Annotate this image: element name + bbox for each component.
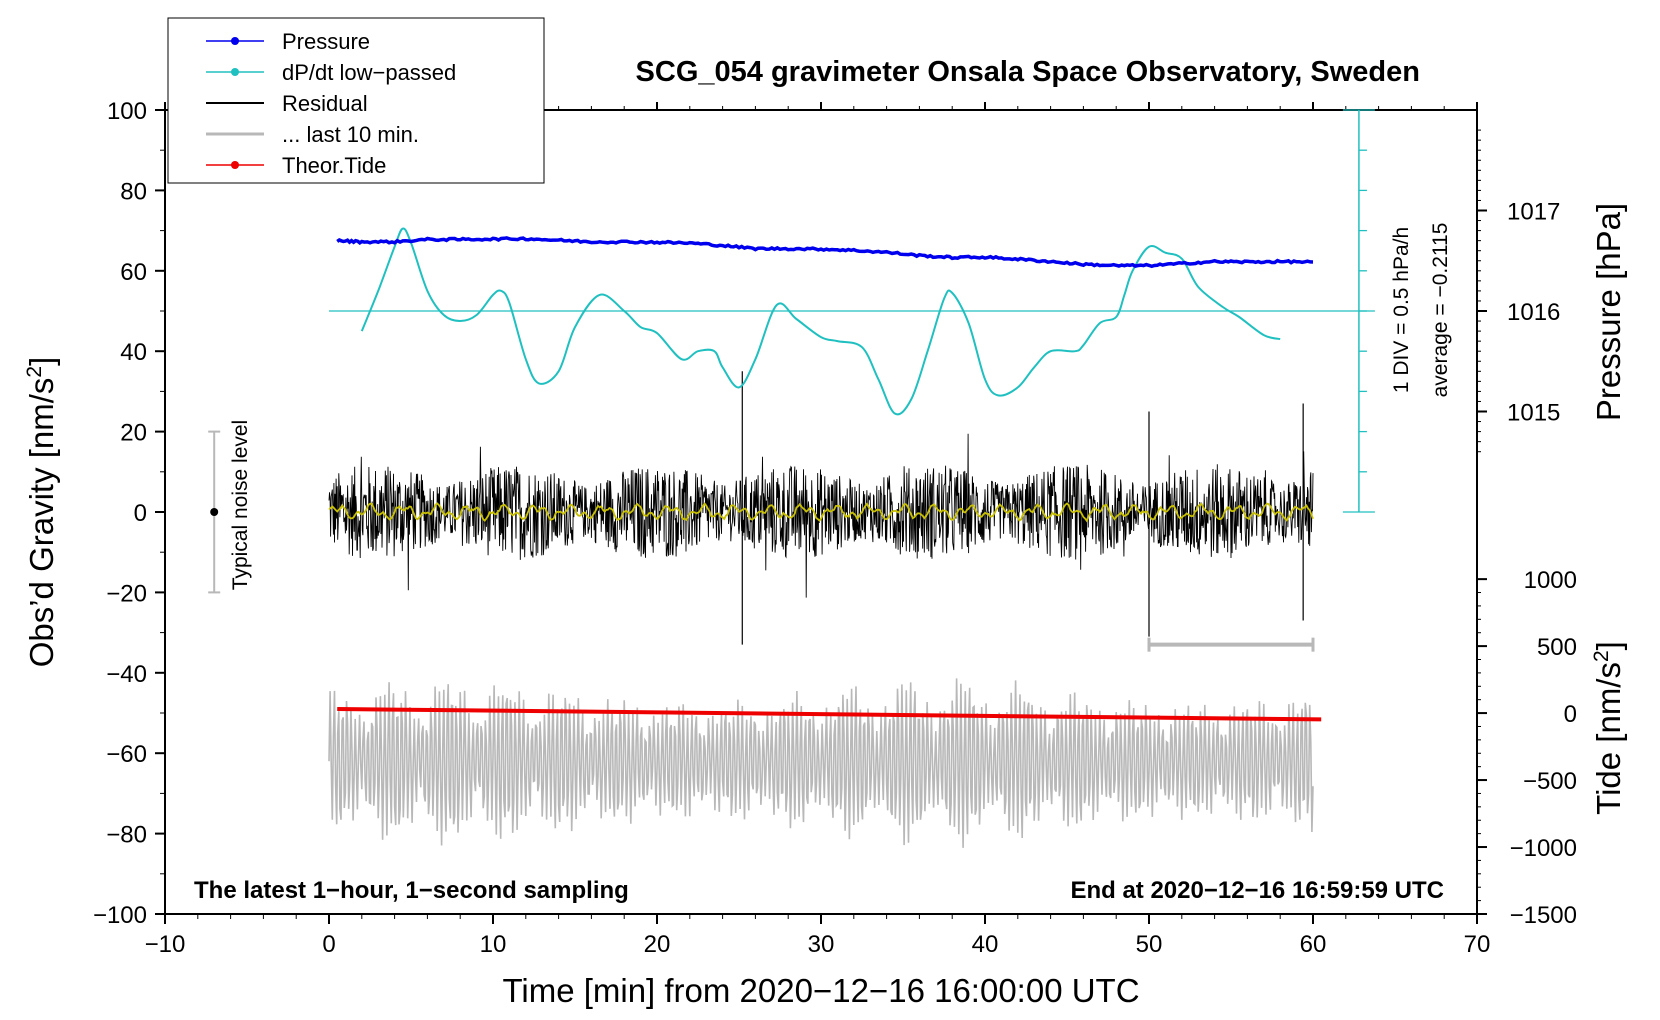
y-axis-label-tide-sup: 2 bbox=[1590, 650, 1613, 662]
dpdt-series bbox=[360, 227, 1281, 416]
noise-bar-center bbox=[210, 508, 219, 516]
pressure-series bbox=[336, 236, 1314, 269]
smoothed-residual-line bbox=[328, 502, 1314, 523]
end-time-note: End at 2020−12−16 16:59:59 UTC bbox=[1070, 877, 1444, 904]
tide-tick-label: 500 bbox=[1537, 634, 1577, 661]
y-tick-label: −80 bbox=[106, 822, 147, 849]
y-axis-pressure: 1015 1016 1017 bbox=[1477, 129, 1560, 453]
legend-marker bbox=[231, 161, 239, 169]
x-axis: −10 0 10 20 30 40 50 60 70 bbox=[145, 102, 1491, 958]
x-tick-label: 30 bbox=[808, 931, 835, 958]
y-tick-label: −40 bbox=[106, 661, 147, 688]
last-10-min-line bbox=[328, 678, 1314, 848]
y-tick-label: 60 bbox=[120, 259, 147, 286]
tide-line bbox=[337, 706, 1322, 722]
x-axis-label: Time [min] from 2020−12−16 16:00:00 UTC bbox=[502, 972, 1139, 1009]
y-tick-label: −60 bbox=[106, 741, 147, 768]
legend-label: dP/dt low−passed bbox=[282, 60, 456, 85]
x-tick-label: 40 bbox=[972, 931, 999, 958]
y-tick-label: −20 bbox=[106, 580, 147, 607]
last-10-min-series bbox=[328, 678, 1314, 848]
y-axis-label-tide-close: ] bbox=[1590, 641, 1627, 650]
x-tick-label: 20 bbox=[644, 931, 671, 958]
y-tick-label: 40 bbox=[120, 339, 147, 366]
pressure-tick-label: 1016 bbox=[1507, 299, 1560, 326]
typical-noise-bar bbox=[208, 430, 221, 594]
x-tick-label: 50 bbox=[1136, 931, 1163, 958]
legend-label: ... last 10 min. bbox=[282, 122, 419, 147]
tide-tick-label: 0 bbox=[1564, 701, 1577, 728]
y-tick-label: 100 bbox=[107, 98, 147, 125]
tide-tick-label: 1000 bbox=[1524, 567, 1577, 594]
y-axis-label-tide-text: Tide [nm/s bbox=[1590, 662, 1627, 815]
y-tick-label: −100 bbox=[93, 902, 147, 929]
x-tick-label: 10 bbox=[480, 931, 507, 958]
y-axis-label-gravity-sup: 2 bbox=[23, 366, 46, 378]
legend-label: Theor.Tide bbox=[282, 153, 386, 178]
legend-box bbox=[167, 17, 545, 184]
y-tick-label: 0 bbox=[134, 500, 147, 527]
pressure-tick-label: 1015 bbox=[1507, 400, 1560, 427]
x-tick-label: 70 bbox=[1464, 931, 1491, 958]
tide-tick-label: −500 bbox=[1523, 768, 1577, 795]
x-tick-label: 0 bbox=[322, 931, 335, 958]
y-tick-label: 80 bbox=[120, 178, 147, 205]
pressure-line bbox=[336, 236, 1314, 269]
y-axis-label-tide: Tide [nm/s2] bbox=[1590, 641, 1627, 815]
pressure-tick-label: 1017 bbox=[1507, 199, 1560, 226]
tide-tick-label: −1000 bbox=[1510, 835, 1577, 862]
y-axis-label-gravity: Obs’d Gravity [nm/s2] bbox=[23, 357, 60, 668]
legend-marker bbox=[231, 68, 239, 76]
sampling-note: The latest 1−hour, 1−second sampling bbox=[194, 877, 629, 904]
legend-label: Residual bbox=[282, 91, 368, 116]
y-axis-label-gravity-close: ] bbox=[23, 357, 60, 366]
tide-series bbox=[337, 706, 1322, 722]
y-axis-tide: −1500 −1000 −500 0 500 1000 bbox=[1477, 567, 1577, 929]
legend-label: Pressure bbox=[282, 29, 370, 54]
last-10-min-bar bbox=[1147, 637, 1315, 652]
y-tick-label: 20 bbox=[120, 420, 147, 447]
noise-level-label: Typical noise level bbox=[229, 420, 252, 590]
chart-title: SCG_054 gravimeter Onsala Space Observat… bbox=[636, 56, 1420, 88]
y-axis-gravity: −100 −80 −60 −40 −20 0 20 40 60 80 100 bbox=[93, 98, 165, 929]
legend: Pressure dP/dt low−passed Residual ... last… bbox=[167, 17, 545, 184]
x-tick-label: −10 bbox=[145, 931, 186, 958]
dpdt-average-label: average = −0.2115 bbox=[1429, 223, 1452, 398]
dpdt-division-label: 1 DIV = 0.5 hPa/h bbox=[1390, 227, 1413, 393]
legend-marker bbox=[231, 37, 239, 45]
residual-line bbox=[328, 433, 1314, 598]
dpdt-line bbox=[360, 227, 1281, 416]
tide-tick-label: −1500 bbox=[1510, 902, 1577, 929]
x-tick-label: 60 bbox=[1300, 931, 1327, 958]
y-axis-label-pressure: Pressure [hPa] bbox=[1590, 203, 1627, 421]
dpdt-scale bbox=[329, 109, 1375, 513]
y-axis-label-gravity-text: Obs’d Gravity [nm/s bbox=[23, 378, 60, 668]
smoothed-residual-series bbox=[328, 502, 1314, 523]
